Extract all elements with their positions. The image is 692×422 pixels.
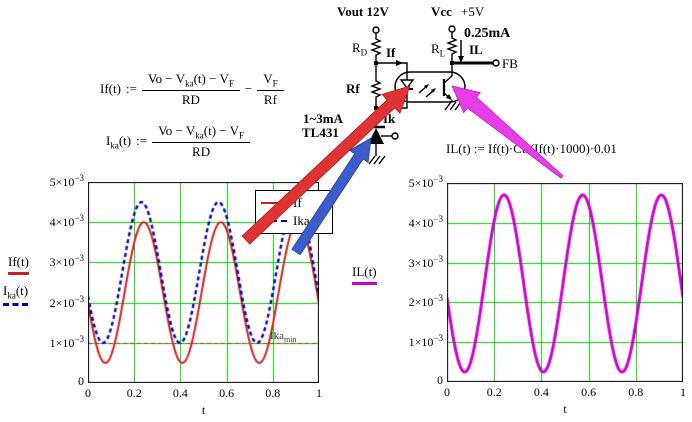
rd-label: RD: [352, 40, 368, 58]
y-tick-label: 5×10−3: [408, 174, 443, 190]
ground-symbol-tl431: [368, 155, 386, 165]
vout-label: Vout 12V: [337, 4, 389, 19]
y-tick-label: 0: [78, 374, 84, 388]
rf-resistor: [370, 78, 382, 100]
light-arrow: [418, 85, 428, 94]
vcc-label: Vcc: [431, 4, 452, 19]
ik-label: Ik: [383, 111, 396, 126]
x-tick-label: 0.2: [486, 385, 502, 399]
if-wire: [376, 62, 408, 80]
light-arrow-head: [423, 84, 429, 89]
junction-dot: [374, 61, 378, 65]
x-tick-label: 0.4: [172, 386, 188, 400]
rl-resistor: [446, 32, 458, 57]
light-arrow-head: [430, 88, 436, 93]
right-plot-canvas[interactable]: [447, 183, 683, 382]
vcc-value-label: +5V: [461, 4, 485, 19]
led-cathode-wire: [376, 89, 408, 109]
x-tick-label: 0.2: [126, 386, 142, 400]
tl431-ref-terminal: [391, 132, 399, 140]
formula-if-numerator: Vo − Vka(t) − VF: [141, 71, 240, 91]
fraction: VF Rf: [257, 71, 284, 108]
fraction: Vo − Vka(t) − VF RD: [141, 71, 240, 108]
plot-legend[interactable]: If Ika: [255, 190, 333, 234]
trace-label-il: IL(t): [352, 264, 377, 285]
x-tick-label: 0: [444, 385, 450, 399]
minus-operator: −: [244, 81, 253, 97]
rf-label: Rf: [346, 81, 360, 96]
y-tick-label: 4×10−3: [49, 213, 84, 230]
rd-resistor: [370, 33, 382, 58]
formula-ika[interactable]: Ika(t) := Vo − Vka(t) − VF RD: [106, 123, 251, 160]
ground-symbol-transistor: [444, 101, 462, 111]
legend-item-if: If: [261, 194, 327, 212]
vout-terminal: [372, 26, 380, 34]
formula-il-text: IL(t) := If(t)·Ctr(If(t)·1000)·0.01: [446, 141, 617, 156]
x-tick-label: 0.4: [533, 385, 549, 399]
tl431-label: TL431: [302, 125, 339, 140]
magenta-annotation-arrow: [451, 85, 564, 179]
ik-arrowhead: [373, 116, 379, 124]
right-plot: 0 1×10−3 2×10−3 3×10−3 4×10−3 5×10−3 0 0.2 0.4 0.…: [409, 174, 686, 416]
il-value-label: 0.25mA: [464, 26, 511, 41]
y-tick-label: 2×10−3: [408, 293, 443, 310]
formula-if[interactable]: If(t) := Vo − Vka(t) − VF RD − VF Rf: [100, 71, 284, 108]
x-tick-label: 1: [680, 385, 686, 399]
legend-line-sample-if: [261, 202, 287, 204]
legend-line-sample-ika: [261, 220, 287, 222]
y-tick-label: 3×10−3: [408, 253, 443, 270]
if-arrowhead: [396, 60, 403, 66]
phototransistor-collector: [443, 75, 453, 84]
x-tick-label: 0.8: [628, 385, 644, 399]
il-current-label: IL: [469, 42, 483, 57]
assign-operator: :=: [125, 81, 137, 97]
light-arrow: [425, 89, 435, 98]
ikamin-ref-label: Ikamin: [270, 330, 297, 345]
formula-if-numerator2: VF: [257, 71, 284, 91]
junction-dot: [374, 106, 378, 110]
formula-if-lhs: If(t): [100, 81, 121, 97]
phototransistor-emitter: [443, 92, 449, 98]
y-tick-label: 1×10−3: [49, 333, 84, 350]
phototransistor-emitter-arrow: [445, 94, 452, 100]
formula-if-denominator: RD: [181, 91, 200, 107]
y-tick-label: 1×10−3: [408, 333, 443, 350]
formula-ika-denominator: RD: [192, 143, 211, 159]
led-symbol: [399, 79, 415, 90]
il-arrowhead: [458, 56, 464, 63]
y-tick-label: 5×10−3: [49, 173, 84, 189]
x-tick-label: 0.6: [581, 385, 597, 399]
fb-terminal: [492, 59, 500, 67]
tl431-symbol: [368, 128, 384, 144]
legend-label-ika: Ika: [293, 213, 310, 228]
y-tick-label: 3×10−3: [49, 253, 84, 270]
y-tick-label: 0: [437, 373, 443, 387]
trace-label-ika: Ika(t): [3, 283, 29, 306]
x-axis-title: t: [563, 402, 567, 416]
vcc-terminal: [448, 25, 456, 33]
y-tick-label: 4×10−3: [408, 213, 443, 230]
optocoupler-body: [394, 71, 466, 103]
formula-il[interactable]: IL(t) := If(t)·Ctr(If(t)·1000)·0.01: [446, 141, 617, 157]
junction-dot: [450, 61, 454, 65]
x-axis-title: t: [201, 403, 206, 417]
legend-label-if: If: [293, 195, 302, 210]
fb-label: FB: [502, 56, 518, 71]
formula-if-denominator2: Rf: [263, 91, 277, 107]
legend-item-ika: Ika: [261, 212, 327, 230]
trace-label-if: If(t): [8, 254, 29, 275]
if-current-label: If: [386, 45, 396, 60]
x-tick-label: 0.8: [265, 386, 281, 400]
assign-operator: :=: [136, 133, 148, 149]
rl-label: RL: [431, 41, 446, 59]
x-tick-label: 1: [316, 386, 322, 400]
ik-range-label: 1~3mA: [303, 111, 343, 126]
formula-ika-numerator: Vo − Vka(t) − VF: [152, 123, 251, 143]
fraction: Vo − Vka(t) − VF RD: [152, 123, 251, 160]
formula-ika-lhs: Ika(t): [106, 132, 132, 151]
y-tick-label: 2×10−3: [49, 293, 84, 310]
x-tick-label: 0: [85, 386, 91, 400]
x-tick-label: 0.6: [219, 386, 235, 400]
